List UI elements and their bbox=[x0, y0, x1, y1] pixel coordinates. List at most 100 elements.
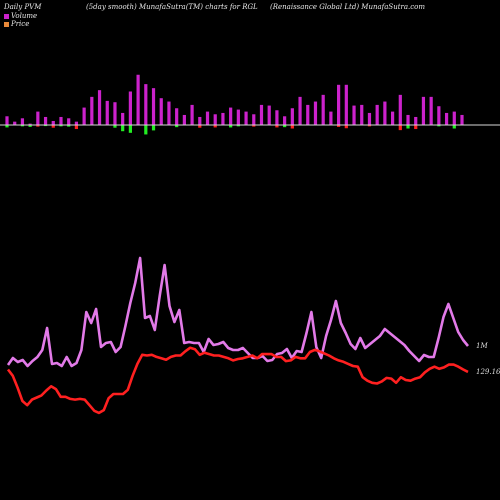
volume-bar-up bbox=[36, 111, 40, 125]
volume-bar-down bbox=[51, 125, 55, 128]
legend-volume-label: Volume bbox=[11, 12, 38, 20]
volume-bar-up bbox=[213, 114, 217, 125]
legend-price-swatch bbox=[4, 21, 9, 27]
volume-bar-up bbox=[136, 74, 140, 125]
volume-bar-up bbox=[306, 104, 310, 125]
volume-bar-down bbox=[337, 125, 341, 127]
volume-bar-up bbox=[28, 123, 32, 125]
volume-bar-down bbox=[198, 125, 202, 128]
volume-bar-up bbox=[406, 114, 410, 125]
volume-bar-up bbox=[74, 121, 79, 125]
volume-bar-down bbox=[414, 125, 418, 130]
volume-bar-down bbox=[175, 125, 179, 128]
volume-bar-up bbox=[460, 114, 464, 125]
volume-bar-up bbox=[283, 116, 287, 125]
volume-bar-up bbox=[337, 84, 341, 125]
volume-bar-up bbox=[390, 111, 395, 125]
volume-bar-down bbox=[128, 125, 132, 133]
volume-bar-up bbox=[360, 104, 364, 125]
legend-volume: Volume bbox=[4, 12, 37, 20]
volume-bar-down bbox=[36, 125, 40, 127]
legend-price: Price bbox=[4, 20, 29, 28]
volume-bars bbox=[5, 74, 464, 135]
volume-bar-up bbox=[329, 111, 333, 125]
volume-bar-up bbox=[444, 112, 449, 125]
volume-bar-up bbox=[414, 116, 418, 125]
volume-bar-up bbox=[43, 116, 48, 125]
volume-bar-down bbox=[20, 125, 25, 127]
volume-bar-up bbox=[167, 101, 171, 125]
volume-end-label: 1M bbox=[476, 342, 488, 350]
volume-bar-down bbox=[28, 125, 32, 127]
volume-bar-up bbox=[113, 102, 117, 125]
volume-bar-up bbox=[290, 108, 294, 125]
volume-bar-up bbox=[267, 105, 271, 125]
volume-bar-down bbox=[252, 125, 256, 127]
volume-bar-up bbox=[313, 101, 318, 125]
volume-bar-up bbox=[259, 104, 264, 125]
volume-bar-up bbox=[205, 111, 210, 125]
volume-bar-up bbox=[244, 111, 248, 125]
volume-bar-up bbox=[344, 84, 348, 125]
volume-bar-up bbox=[221, 112, 225, 125]
volume-bar-down bbox=[67, 125, 71, 127]
volume-bar-down bbox=[290, 125, 294, 129]
volume-bar-down bbox=[59, 125, 63, 127]
volume-bar-down bbox=[5, 125, 9, 128]
volume-bar-up bbox=[51, 120, 55, 125]
chart-header-right: (Renaissance Global Ltd) MunafaSutra.com bbox=[270, 3, 426, 11]
volume-bar-up bbox=[97, 90, 102, 125]
volume-bar-up bbox=[429, 96, 433, 125]
volume-bar-down bbox=[275, 125, 279, 128]
volume-bar-up bbox=[128, 91, 132, 125]
volume-bar-down bbox=[43, 125, 48, 127]
volume-bar-down bbox=[398, 125, 402, 131]
volume-bar-up bbox=[13, 121, 17, 125]
volume-bar-down bbox=[121, 125, 125, 132]
volume-bar-down bbox=[367, 125, 372, 127]
volume-bar-up bbox=[90, 96, 94, 125]
volume-bar-up bbox=[59, 116, 63, 125]
volume-bar-up bbox=[82, 107, 86, 125]
volume-bar-down bbox=[144, 125, 148, 135]
volume-bar-up bbox=[182, 114, 186, 125]
volume-bar-up bbox=[437, 106, 441, 125]
volume-bar-up bbox=[5, 116, 9, 125]
volume-bar-up bbox=[275, 110, 279, 125]
volume-bar-up bbox=[121, 112, 125, 125]
volume-bar-up bbox=[421, 96, 426, 125]
volume-bar-down bbox=[344, 125, 348, 129]
volume-bar-up bbox=[198, 116, 202, 125]
volume-bar-up bbox=[375, 104, 379, 125]
legend-volume-swatch bbox=[4, 13, 9, 19]
volume-bar-up bbox=[452, 111, 456, 125]
volume-bar-down bbox=[113, 125, 117, 128]
volume-line bbox=[6, 256, 470, 368]
volume-bar-up bbox=[67, 118, 71, 125]
volume-bar-up bbox=[151, 88, 156, 125]
volume-bar-up bbox=[252, 114, 256, 125]
chart-header-left: Daily PVM bbox=[4, 3, 42, 11]
volume-bar-up bbox=[229, 107, 233, 125]
volume-bar-down bbox=[406, 125, 410, 129]
volume-bar-up bbox=[190, 104, 194, 125]
legend-price-label: Price bbox=[11, 20, 30, 28]
volume-bar-up bbox=[367, 112, 372, 125]
volume-bar-up bbox=[383, 101, 387, 125]
volume-bar-down bbox=[151, 125, 156, 131]
volume-bar-down bbox=[437, 125, 441, 127]
volume-bar-down bbox=[74, 125, 79, 130]
volume-bar-up bbox=[298, 96, 302, 125]
volume-bar-up bbox=[398, 94, 402, 125]
volume-bar-down bbox=[229, 125, 233, 128]
volume-bar-up bbox=[105, 100, 109, 125]
price-line bbox=[6, 346, 469, 415]
volume-bar-up bbox=[321, 94, 325, 125]
volume-bar-up bbox=[20, 118, 25, 125]
volume-bar-up bbox=[144, 84, 148, 125]
volume-bar-down bbox=[213, 125, 217, 128]
volume-bar-down bbox=[283, 125, 287, 128]
volume-bar-down bbox=[452, 125, 456, 129]
